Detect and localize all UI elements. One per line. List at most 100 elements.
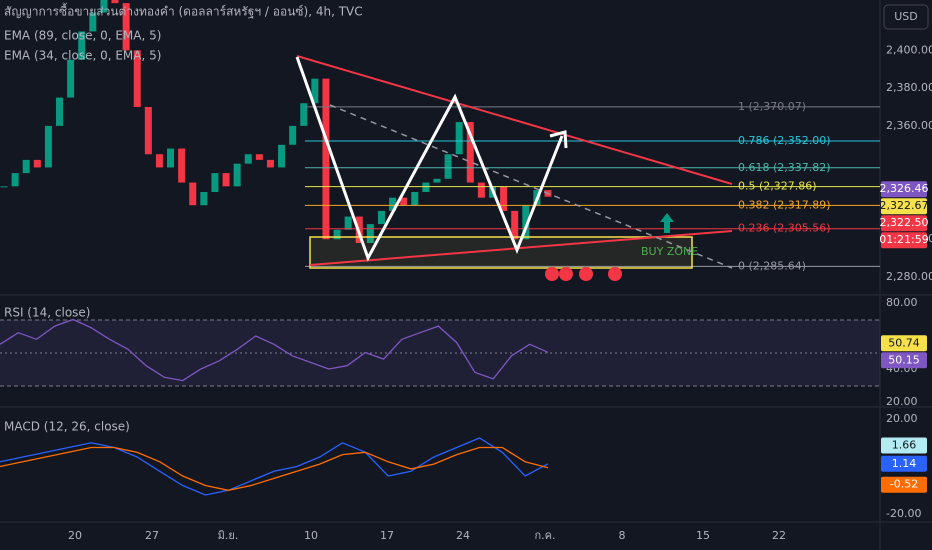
currency-button[interactable] [883,4,929,30]
candle [0,186,8,188]
candle [455,122,463,155]
candle [89,12,97,32]
price-tag [881,215,927,232]
candle [222,173,230,187]
candle [522,205,530,240]
candle [366,224,374,243]
fib-label: 0 (2,285.64) [738,259,806,272]
price-tag-label: 2,322.50 [880,216,929,229]
y-tick-label: 20.00 [886,412,918,425]
y-tick-label: 2,360.00 [886,119,932,132]
price-tag-label: 2,322.67 [880,199,929,212]
candle [200,192,208,206]
x-tick-label: 22 [772,529,786,542]
candle [144,107,152,155]
x-tick-label: 10 [304,529,318,542]
fib-label: 0.618 (2,337.82) [738,161,831,174]
symbol-title: สัญญาการซื้อขายส่วนต่างทองคำ (ดอลลาร์สหร… [4,3,363,19]
candle [466,122,474,183]
price-tag [881,437,927,454]
candle [100,0,108,13]
candle [344,216,352,230]
event-icon [579,267,593,281]
candle [289,125,297,145]
fib-label: 1 (2,370.07) [738,100,806,113]
fib-label: 0.382 (2,317.89) [738,198,831,211]
price-tag [881,181,927,198]
candle [67,59,75,98]
candle [122,3,130,51]
candle [333,229,341,240]
x-tick-label: 17 [380,529,394,542]
currency-label[interactable]: USD [894,10,918,23]
price-tag-label: 1.66 [892,439,917,452]
fib-label: 0.786 (2,352.00) [738,134,831,147]
price-tag [881,352,927,369]
candle [377,210,385,225]
candle [211,173,219,192]
buy-zone-label: BUY ZONE [641,245,698,258]
candle [111,0,119,4]
x-tick-label: 24 [456,529,470,542]
x-tick-label: 27 [145,529,159,542]
candle [78,31,86,60]
up-arrow [660,213,674,233]
w-pattern [295,56,564,262]
rsi-line [0,318,549,382]
candle [22,159,30,174]
trend-line [309,230,733,266]
indicator-label: RSI (14, close) [4,306,90,320]
candle [411,192,419,206]
candle [389,197,397,211]
arrow-head [549,130,568,149]
candle [244,154,252,164]
candle [11,173,19,187]
x-tick-label: ก.ค. [534,529,555,542]
candle [167,148,175,168]
candle [278,144,286,168]
price-tag [881,476,927,493]
y-tick-label: 20.00 [886,395,918,408]
candle [178,148,186,183]
candle [255,154,263,160]
x-tick-label: มิ.ย. [218,529,239,542]
event-icon [559,267,573,281]
price-tag-label: -0.52 [890,478,918,491]
candle [133,50,141,107]
event-icon [608,267,622,281]
y-tick-label: 2,380.00 [886,81,932,94]
price-tag [881,198,927,215]
candle [155,154,163,168]
candle [444,154,452,179]
y-tick-label: 80.00 [886,296,918,309]
event-icon [545,267,559,281]
price-pane [0,0,880,267]
candle [44,125,52,168]
countdown: 01:21:59 [879,233,928,246]
candle [322,78,330,240]
candle [56,97,64,126]
indicator-label: EMA (34, close, 0, EMA, 5) [4,49,161,63]
indicator-label: EMA (89, close, 0, EMA, 5) [4,29,161,43]
candle [477,182,485,198]
price-tag [881,335,927,352]
trend-line [296,55,733,185]
candle [311,78,319,104]
y-tick-label: -20.00 [886,507,921,520]
price-tag-label: 1.14 [892,457,917,470]
x-tick-label: 8 [619,529,626,542]
x-tick-label: 20 [68,529,82,542]
fib-label: 0.5 (2,327.86) [738,180,817,193]
candle [433,178,441,183]
candle [33,159,41,168]
y-tick-label: 2,400.00 [886,43,932,56]
price-tag-label: 2,326.46 [880,182,929,195]
signal-line [0,446,549,491]
macd-pane [0,437,549,496]
candle [422,182,430,192]
price-tag-label: 50.15 [888,353,920,366]
rsi-pane [0,318,549,382]
price-tag [881,455,927,472]
